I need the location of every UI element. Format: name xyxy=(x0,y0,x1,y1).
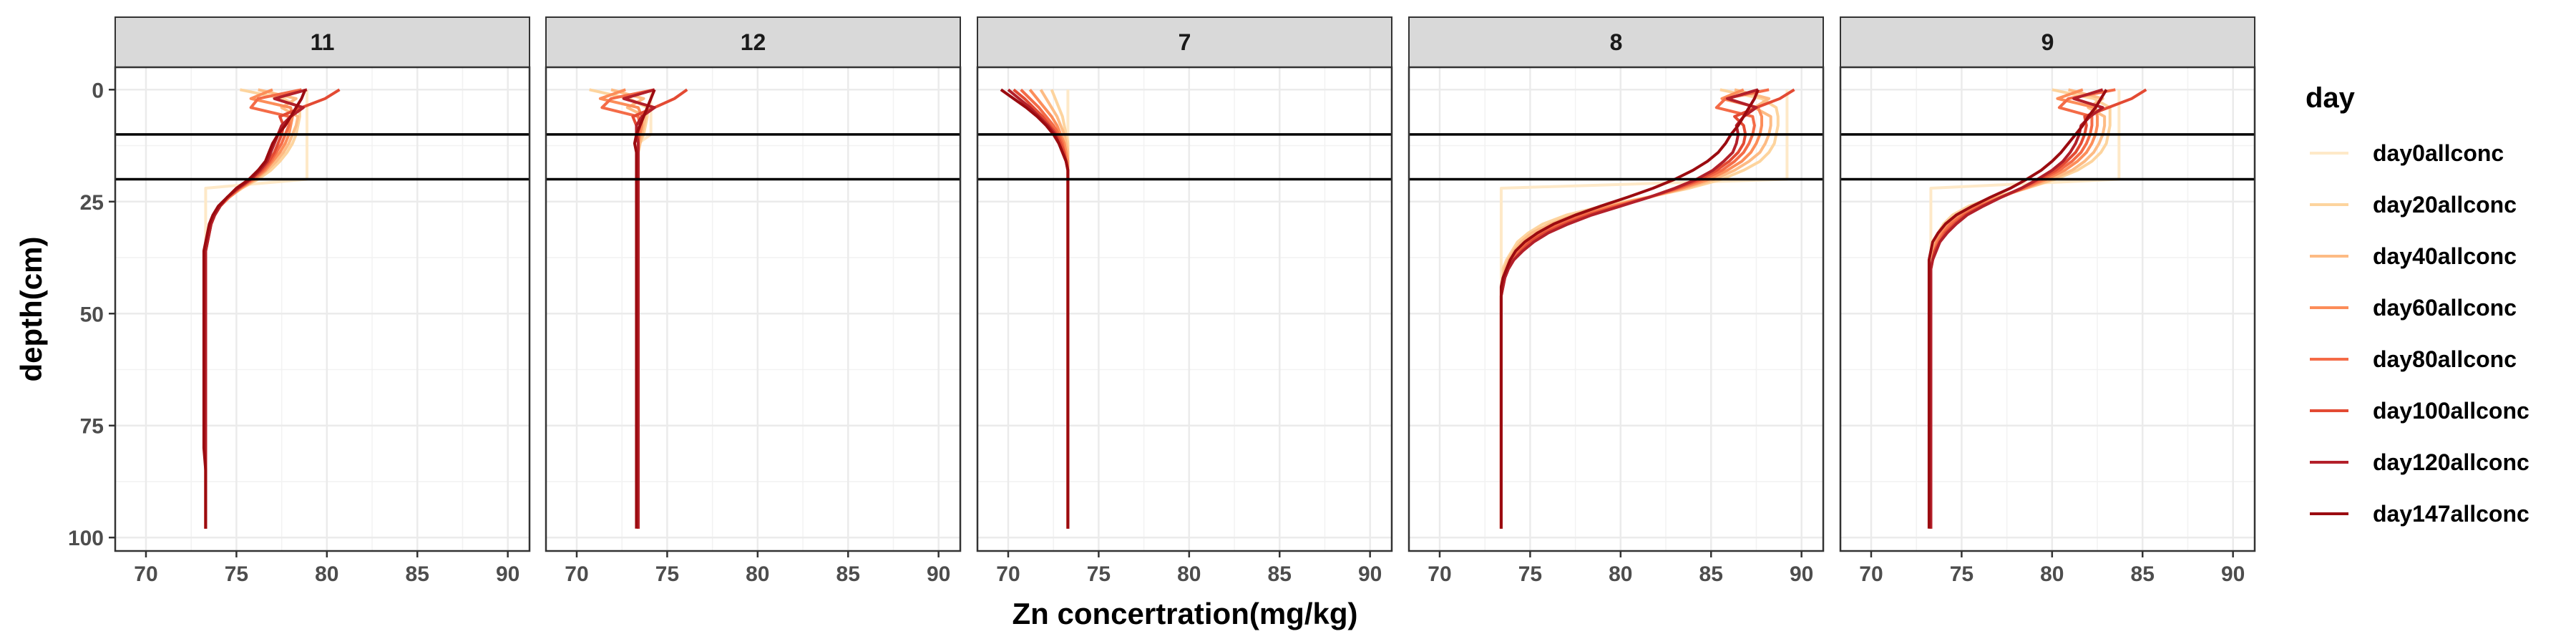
facet-panel: 7 70 75 80 85 90 xyxy=(976,16,1393,586)
facet-strip xyxy=(545,16,961,68)
x-tick-label: 80 xyxy=(746,562,769,586)
series-line-day147allconc xyxy=(1499,89,1760,529)
series-line-day147allconc xyxy=(1927,89,2108,529)
legend-label: day80allconc xyxy=(2373,346,2517,372)
x-tick-label: 90 xyxy=(1358,562,1382,586)
x-tick-label: 70 xyxy=(1859,562,1883,586)
x-tick-label: 90 xyxy=(1790,562,1813,586)
y-tick-label: 100 xyxy=(68,527,104,550)
legend-item: day120allconc xyxy=(2310,449,2529,475)
facet-title: 9 xyxy=(2041,29,2054,55)
legend-item: day20allconc xyxy=(2310,192,2517,218)
y-tick-label: 0 xyxy=(92,79,104,102)
x-tick-label: 85 xyxy=(1268,562,1292,586)
x-tick-label: 70 xyxy=(134,562,157,586)
facet-strip xyxy=(114,16,530,68)
panel-border xyxy=(976,66,1393,552)
series-line-day120allconc xyxy=(1929,88,2104,529)
panel-background xyxy=(546,67,960,551)
x-tick-label: 70 xyxy=(1428,562,1451,586)
legend: day day0allconc day20allconc day40allconc d… xyxy=(2306,82,2529,527)
facet-panel: 9 70 75 80 85 90 xyxy=(1839,16,2256,586)
x-tick-label: 85 xyxy=(836,562,860,586)
x-tick-label: 85 xyxy=(406,562,429,586)
legend-item: day40allconc xyxy=(2310,243,2517,269)
series-line-day147allconc xyxy=(202,89,307,529)
x-tick-label: 80 xyxy=(2040,562,2064,586)
panel-border xyxy=(545,66,962,552)
y-axis: 0 25 50 75 100 xyxy=(68,79,115,550)
x-tick-label: 80 xyxy=(315,562,338,586)
legend-label: day0allconc xyxy=(2373,140,2504,166)
facet-title: 7 xyxy=(1179,29,1191,55)
panel-background xyxy=(977,67,1392,551)
facet-strip xyxy=(1408,16,1824,68)
legend-label: day120allconc xyxy=(2373,449,2529,475)
panel-background xyxy=(1840,67,2255,551)
x-tick-label: 85 xyxy=(1699,562,1723,586)
x-tick-label: 90 xyxy=(927,562,950,586)
x-tick-label: 90 xyxy=(2221,562,2245,586)
x-tick-label: 75 xyxy=(1087,562,1111,586)
x-tick-label: 75 xyxy=(1950,562,1974,586)
facet-panel: 12 70 75 80 85 90 xyxy=(545,16,962,586)
legend-item: day0allconc xyxy=(2310,140,2504,166)
panel-border xyxy=(114,66,531,552)
panel-background xyxy=(115,67,530,551)
legend-label: day40allconc xyxy=(2373,243,2517,269)
x-tick-label: 80 xyxy=(1609,562,1632,586)
x-tick-label: 80 xyxy=(1177,562,1201,586)
facet-strip xyxy=(977,16,1392,68)
x-tick-label: 90 xyxy=(496,562,519,586)
panel-border xyxy=(1839,66,2256,552)
legend-item: day100allconc xyxy=(2310,398,2529,424)
panels-layer: 11 70 75 80 85 90 12 70 75 80 85 90 7 70 75 80 85 90 8 70 75… xyxy=(114,16,2256,586)
facet-strip xyxy=(1840,16,2255,68)
x-tick-label: 85 xyxy=(2131,562,2155,586)
legend-title: day xyxy=(2306,82,2356,114)
y-axis-title: depth(cm) xyxy=(14,237,48,382)
x-tick-label: 70 xyxy=(565,562,588,586)
legend-label: day20allconc xyxy=(2373,192,2517,218)
facet-panel: 11 70 75 80 85 90 xyxy=(114,16,531,586)
legend-label: day100allconc xyxy=(2373,398,2529,424)
facet-title: 8 xyxy=(1610,29,1623,55)
x-tick-label: 75 xyxy=(655,562,679,586)
y-tick-label: 50 xyxy=(80,303,104,326)
y-tick-label: 25 xyxy=(80,191,104,215)
y-tick-label: 75 xyxy=(80,415,104,439)
x-axis-title: Zn concertration(mg/kg) xyxy=(1012,597,1357,630)
series-line-day147allconc xyxy=(633,89,656,529)
legend-label: day60allconc xyxy=(2373,295,2517,321)
legend-item: day80allconc xyxy=(2310,346,2517,372)
panel-border xyxy=(1407,66,1825,552)
series-line-day147allconc xyxy=(1000,88,1070,529)
facet-title: 11 xyxy=(311,29,335,55)
legend-item: day60allconc xyxy=(2310,295,2517,321)
x-tick-label: 75 xyxy=(225,562,248,586)
panel-background xyxy=(1409,67,1823,551)
facet-panel: 8 70 75 80 85 90 xyxy=(1407,16,1825,586)
series-line-day120allconc xyxy=(622,88,656,529)
legend-item: day147allconc xyxy=(2310,501,2529,527)
legend-label: day147allconc xyxy=(2373,501,2529,527)
x-tick-label: 75 xyxy=(1518,562,1542,586)
facet-title: 12 xyxy=(741,29,766,55)
x-tick-label: 70 xyxy=(996,562,1020,586)
